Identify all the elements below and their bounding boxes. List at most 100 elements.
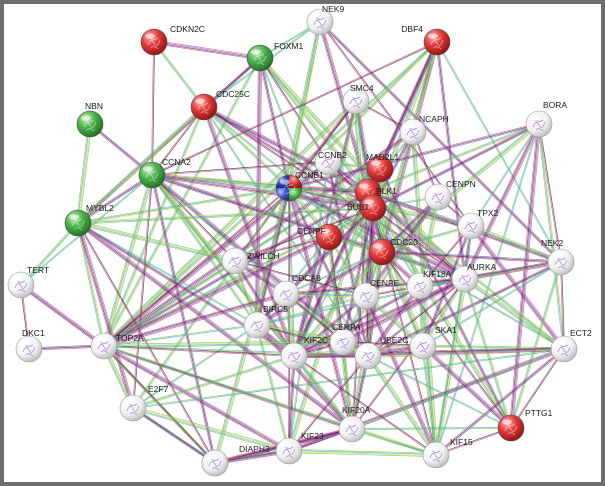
edge [372,122,540,210]
node-label-kif15: KIF15 [450,437,473,447]
node-foxm1[interactable] [246,44,274,72]
node-label-cdca8: CDCA8 [292,273,321,283]
node-cdkn2c[interactable] [140,28,168,56]
node-label-e2f7: E2F7 [148,384,169,394]
node-ube2c[interactable] [354,342,382,370]
node-dbf4[interactable] [423,28,451,56]
edge [367,122,540,194]
node-kif2c[interactable] [280,342,308,370]
node-kif23[interactable] [275,437,303,465]
edge [234,260,367,297]
edge [288,355,369,452]
edge [77,186,290,225]
edge [509,261,563,429]
edge [510,348,565,429]
edge [341,207,375,343]
node-label-nbn: NBN [85,101,103,111]
node-kif20a[interactable] [338,415,366,443]
node-ccnb1[interactable] [275,174,303,202]
edge [421,344,513,430]
edge [258,57,291,189]
node-e2f7[interactable] [119,394,147,422]
node-birc5[interactable] [243,311,271,339]
edge [151,161,329,176]
edge [77,221,236,263]
node-label-cdc25c: CDC25C [216,89,250,99]
node-u-diaph[interactable] [201,449,229,477]
node-top2a[interactable] [90,332,118,360]
node-bora[interactable] [525,110,553,138]
edge [132,406,216,465]
node-label-dkc1: DKC1 [22,328,45,338]
node-ska1[interactable] [409,332,437,360]
node-mad2l1[interactable] [366,155,394,183]
node-nek2[interactable] [547,248,575,276]
node-cdc20[interactable] [368,238,396,266]
edge [372,207,466,280]
node-smc4[interactable] [342,87,370,115]
node-label-cenpa: CENPA [332,322,361,332]
node-dkc1[interactable] [15,335,43,363]
edge [293,355,437,456]
node-label-cenpn: CENPN [446,179,476,189]
node-ccna2[interactable] [138,161,166,189]
node-kif18a[interactable] [406,272,434,300]
edge [367,260,562,358]
edge [538,123,562,263]
node-label-ccnb1: CCNB1 [295,170,324,180]
node-label-top2a: TOP2A [116,333,144,343]
node-label-ncaph: NCAPH [419,114,449,124]
node-label-aurka: AURKA [467,262,497,272]
node-label-tert: TERT [27,265,49,275]
edge [435,347,565,457]
node-cenpe[interactable] [352,282,380,310]
edge [288,187,565,350]
node-tpx2[interactable] [457,212,485,240]
edge [103,235,330,348]
node-cdc25c[interactable] [190,93,218,121]
edge [537,123,566,350]
edge [152,41,206,108]
edge [318,20,563,264]
edge [103,292,287,348]
edge [150,174,259,326]
edge [132,354,295,410]
edge [470,224,562,264]
node-bub1[interactable] [359,194,387,222]
node-cenpf[interactable] [315,223,343,251]
node-cenpa[interactable] [329,328,357,356]
node-kif15[interactable] [422,441,450,469]
edge [380,251,425,347]
edge [76,123,92,224]
node-label-pttg1: PTTG1 [525,408,553,418]
edge [470,123,540,227]
node-tert[interactable] [7,271,35,299]
node-label-ube2c: UBE2C [380,335,408,345]
edge [234,207,374,262]
node-ect2[interactable] [550,335,578,363]
edge [463,123,541,280]
edge [367,355,512,429]
node-label-dbf4: DBF4 [401,24,423,34]
edge [287,355,296,452]
node-pttg1[interactable] [497,414,525,442]
edge [351,348,565,430]
edge [288,449,437,457]
node-label-bora: BORA [543,100,567,110]
edge [19,283,106,348]
edge [436,41,562,263]
node-mybl2[interactable] [64,209,92,237]
edge [380,122,541,254]
node-ccnb2[interactable] [314,148,342,176]
node-cdca8[interactable] [272,280,300,308]
protein-interaction-network: CDKN2C NEK9 DBF4 FOXM1 NBN CDC25C SMC4 NCAPH BOR… [7,4,592,477]
edge [351,427,437,457]
node-ncaph[interactable] [399,118,427,146]
node-aurka[interactable] [451,265,479,293]
node-cenpn[interactable] [424,183,452,211]
node-zwilch[interactable] [221,247,249,275]
node-nek9[interactable] [306,8,334,36]
node-label-nek2: NEK2 [541,238,563,248]
node-label-cenpf: CENPF [297,226,326,236]
node-nbn[interactable] [76,110,104,138]
